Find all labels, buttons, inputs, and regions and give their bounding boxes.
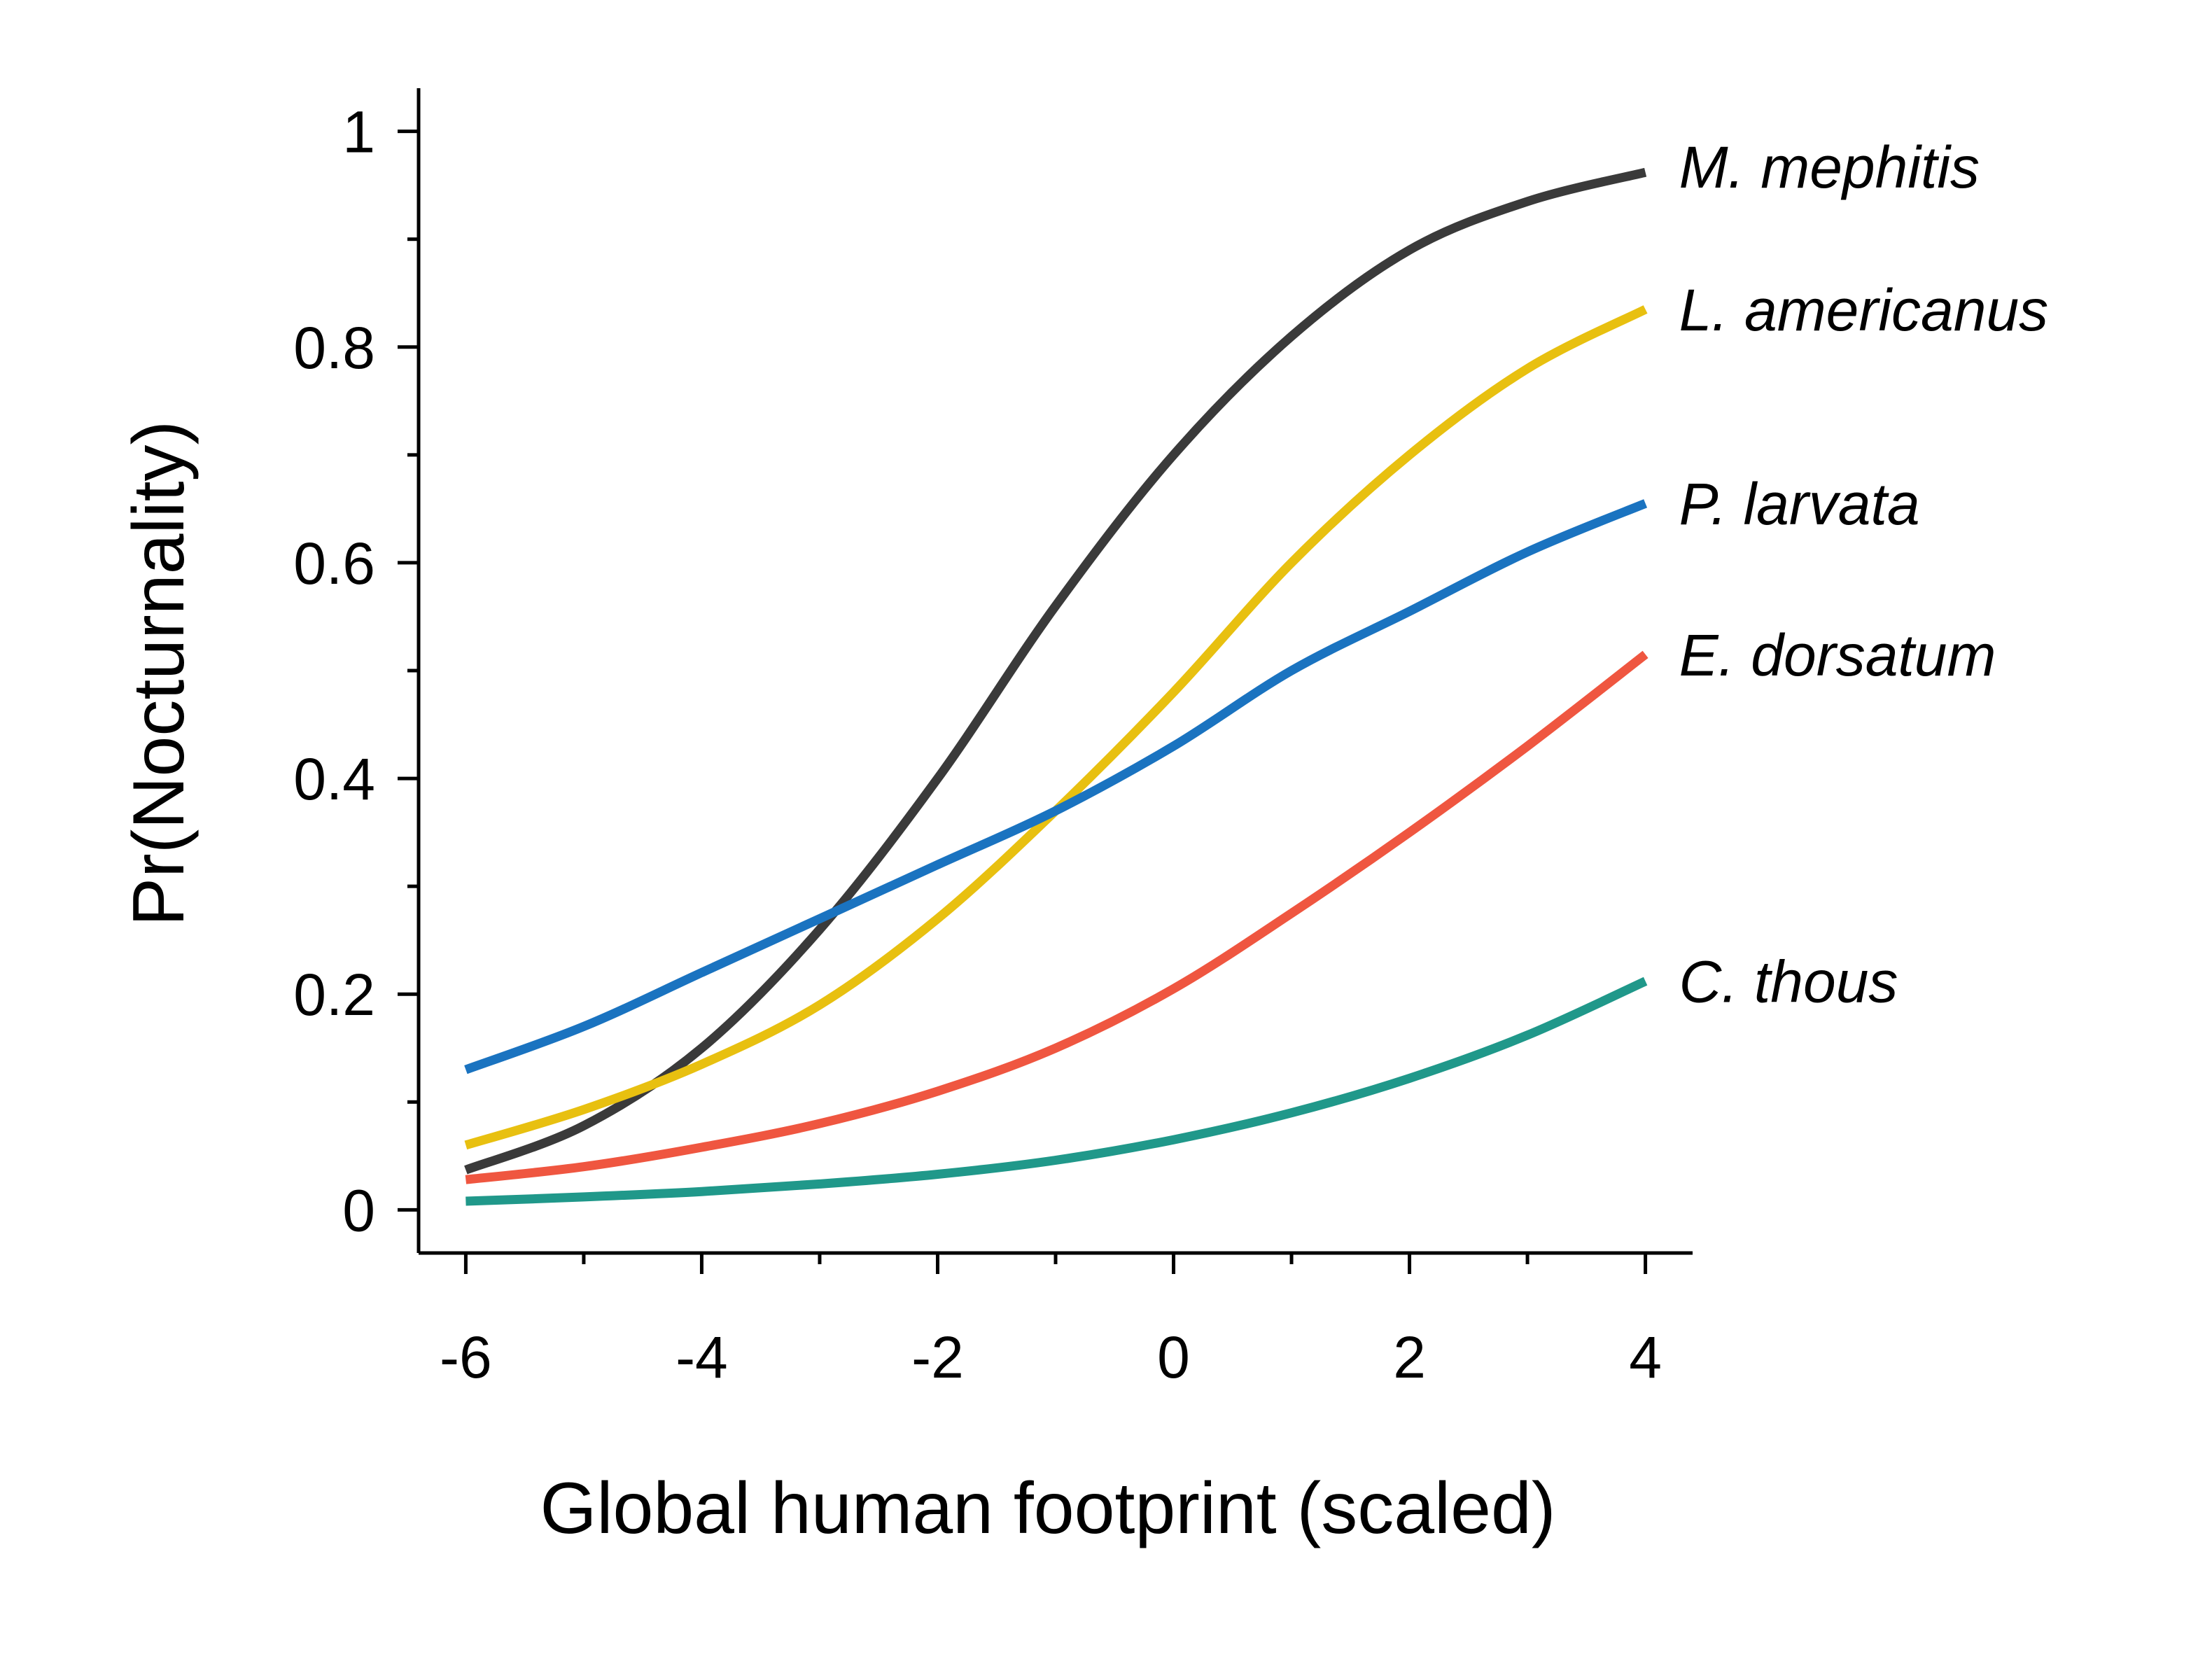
y-tick-label: 0.2 xyxy=(293,962,375,1028)
series-lines xyxy=(464,167,1648,1206)
series-line-m-mephitis xyxy=(464,167,1647,1175)
ticks: 0 0.2 0.4 0.6 0.8 1 -6 -4 -2 0 2 4 xyxy=(293,99,1662,1390)
x-tick-label: -6 xyxy=(440,1324,492,1390)
axes xyxy=(416,88,1693,1255)
x-tick-label: 2 xyxy=(1393,1324,1426,1390)
y-tick-label: 0.4 xyxy=(293,746,375,812)
series-label-c-thous: C. thous xyxy=(1679,949,1898,1015)
series-line-e-dorsatum xyxy=(465,650,1648,1184)
x-axis-title: Global human footprint (scaled) xyxy=(540,1468,1556,1549)
y-tick-label: 0.6 xyxy=(293,531,375,596)
series-label-p-larvata: P. larvata xyxy=(1679,471,1920,537)
series-line-p-larvata xyxy=(464,499,1648,1074)
y-tick-label: 0 xyxy=(342,1177,375,1243)
series-labels: M. mephitis L. americanus P. larvata E. dor… xyxy=(1679,134,2049,1015)
y-axis-title: Pr(Nocturnality) xyxy=(118,421,200,926)
series-line-c-thous xyxy=(465,976,1648,1206)
x-tick-label: -4 xyxy=(676,1324,728,1390)
series-label-l-americanus: L. americanus xyxy=(1679,277,2049,343)
x-tick-label: 0 xyxy=(1157,1324,1190,1390)
series-label-e-dorsatum: E. dorsatum xyxy=(1679,622,1996,688)
y-tick-label: 0.8 xyxy=(293,315,375,381)
series-label-m-mephitis: M. mephitis xyxy=(1679,134,1980,200)
x-tick-label: -2 xyxy=(911,1324,964,1390)
y-tick-label: 1 xyxy=(342,99,375,165)
series-line-l-americanus xyxy=(464,305,1648,1150)
x-tick-label: 4 xyxy=(1629,1324,1662,1390)
